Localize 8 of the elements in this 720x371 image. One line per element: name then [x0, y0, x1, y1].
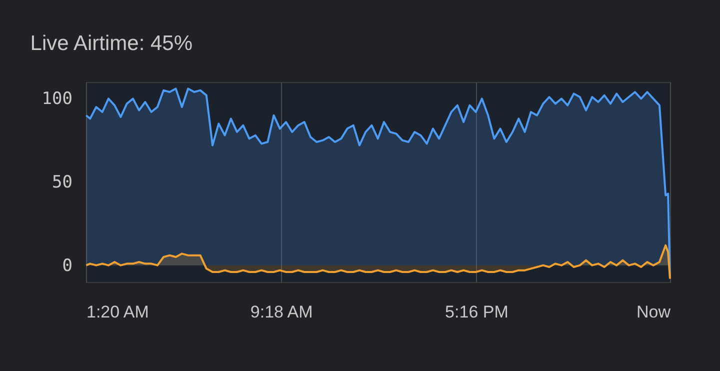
chart-title: Live Airtime: 45% — [30, 32, 193, 55]
y-tick-label: 50 — [52, 172, 72, 192]
x-tick-label: 9:18 AM — [250, 302, 313, 322]
x-tick-label: 1:20 AM — [86, 302, 149, 322]
x-tick-label: Now — [636, 302, 672, 322]
x-tick-label: 5:16 PM — [445, 302, 508, 322]
y-tick-label: 100 — [42, 89, 72, 110]
y-tick-label: 0 — [62, 256, 72, 276]
